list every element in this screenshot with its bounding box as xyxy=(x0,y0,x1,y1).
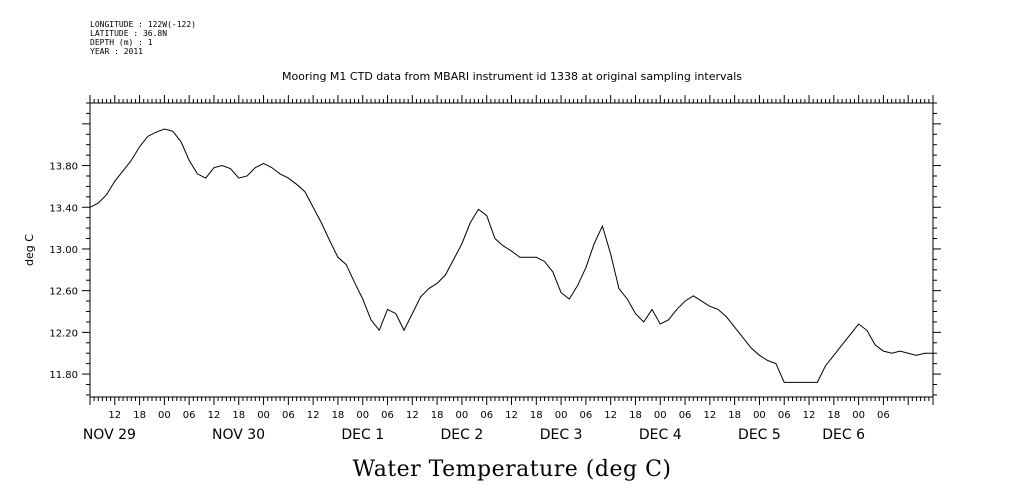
x-hour-label: 18 xyxy=(629,410,642,421)
x-hour-label: 18 xyxy=(530,410,543,421)
y-tick-label: 12.20 xyxy=(49,328,78,339)
x-date-label: DEC 3 xyxy=(540,427,583,443)
x-hour-label: 00 xyxy=(852,410,865,421)
metadata-block: LONGITUDE : 122W(-122) LATITUDE : 36.8N … xyxy=(90,20,196,56)
x-hour-label: 12 xyxy=(108,410,121,421)
x-hour-tick-labels: 12 18 00 06 12 18 00 06 12 18 00 06 12 18 00 06 12 18 00 06… xyxy=(108,410,889,421)
x-date-labels: NOV 29 NOV 30 DEC 1 DEC 2 DEC 3 DEC 4 DEC 5 DEC… xyxy=(83,427,865,443)
x-hour-label: 18 xyxy=(728,410,741,421)
x-date-label: DEC 1 xyxy=(341,427,384,443)
y-tick-label: 11.80 xyxy=(49,370,78,381)
x-hour-label: 00 xyxy=(456,410,469,421)
x-hour-label: 06 xyxy=(282,410,295,421)
x-hour-label: 18 xyxy=(133,410,146,421)
x-hour-label: 12 xyxy=(307,410,320,421)
series-line-water-temperature xyxy=(89,128,933,383)
y-tick-label: 13.40 xyxy=(49,203,78,214)
x-date-label: NOV 30 xyxy=(212,427,265,443)
y-tick-label: 13.80 xyxy=(49,162,78,173)
x-hour-label: 00 xyxy=(356,410,369,421)
latitude-label: LATITUDE : 36.8N xyxy=(90,29,168,38)
x-date-label: DEC 5 xyxy=(738,427,781,443)
x-hour-label: 00 xyxy=(654,410,667,421)
x-hour-label: 00 xyxy=(555,410,568,421)
x-hour-label: 06 xyxy=(381,410,394,421)
y-tick-label: 12.60 xyxy=(49,287,78,298)
y-axis-label: deg C xyxy=(23,234,36,266)
depth-label: DEPTH (m) : 1 xyxy=(90,38,153,47)
x-hour-label: 12 xyxy=(803,410,816,421)
plot-frame xyxy=(89,102,934,398)
y-tick-labels: 13.80 13.40 13.00 12.60 12.20 11.80 xyxy=(49,162,78,382)
year-label: YEAR : 2011 xyxy=(90,47,143,56)
x-hour-label: 06 xyxy=(877,410,890,421)
x-hour-label: 06 xyxy=(679,410,692,421)
x-date-label: DEC 4 xyxy=(639,427,682,443)
x-hour-label: 06 xyxy=(480,410,493,421)
x-hour-label: 00 xyxy=(257,410,270,421)
longitude-label: LONGITUDE : 122W(-122) xyxy=(90,20,196,29)
x-date-label: DEC 2 xyxy=(441,427,484,443)
x-date-label: DEC 6 xyxy=(822,427,865,443)
x-hour-label: 06 xyxy=(778,410,791,421)
x-hour-label: 18 xyxy=(431,410,444,421)
x-hour-label: 00 xyxy=(753,410,766,421)
x-hour-label: 12 xyxy=(604,410,617,421)
x-date-label: NOV 29 xyxy=(83,427,136,443)
x-hour-label: 12 xyxy=(703,410,716,421)
x-hour-label: 18 xyxy=(827,410,840,421)
x-hour-label: 12 xyxy=(208,410,221,421)
x-hour-label: 12 xyxy=(505,410,518,421)
axis-ticks xyxy=(82,95,941,405)
x-hour-label: 06 xyxy=(183,410,196,421)
chart-title: Mooring M1 CTD data from MBARI instrumen… xyxy=(282,70,742,83)
x-axis-label: Water Temperature (deg C) xyxy=(353,457,672,482)
x-hour-label: 12 xyxy=(406,410,419,421)
y-tick-label: 13.00 xyxy=(49,245,78,256)
x-hour-label: 00 xyxy=(158,410,171,421)
x-hour-label: 18 xyxy=(232,410,245,421)
x-hour-label: 18 xyxy=(332,410,345,421)
x-hour-label: 06 xyxy=(580,410,593,421)
